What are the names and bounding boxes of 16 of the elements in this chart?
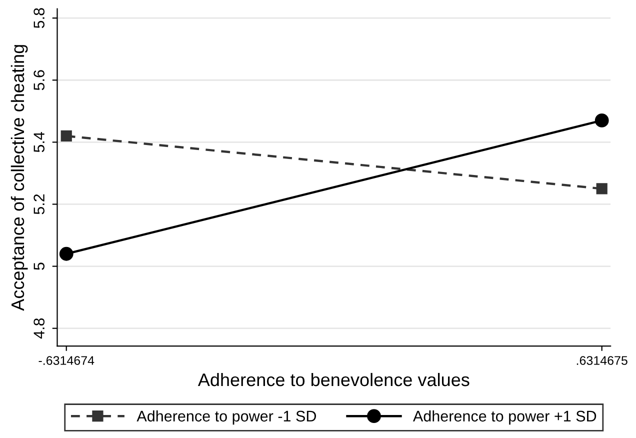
x-tick-label: -.6314674 — [38, 356, 94, 365]
y-tick-label: 5.6 — [34, 70, 44, 90]
point — [59, 246, 74, 261]
y-tick-label: 5.2 — [34, 194, 44, 214]
x-tick-label: .6314675 — [576, 356, 628, 365]
y-tick-label: 5.4 — [34, 132, 44, 152]
y-tick-label: 5 — [34, 262, 44, 270]
legend-label: Adherence to power -1 SD — [136, 410, 316, 425]
point — [594, 114, 609, 128]
point — [596, 183, 608, 194]
y-tick-label: 5.8 — [34, 8, 44, 28]
point — [60, 130, 72, 142]
y-axis-title: Acceptance of collective cheating — [10, 45, 28, 311]
x-axis-title: Adherence to benevolence values — [198, 372, 470, 386]
legend-label: Adherence to power +1 SD — [412, 410, 596, 425]
y-tick-label: 4.8 — [34, 318, 44, 339]
